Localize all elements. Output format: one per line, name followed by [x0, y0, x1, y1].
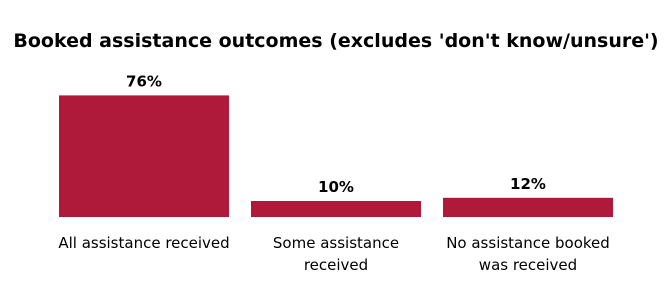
x-tick-label: All assistance received	[58, 234, 230, 252]
value-label: 76%	[126, 72, 162, 90]
bar	[59, 95, 229, 217]
x-tick-label: No assistance booked was received	[446, 234, 610, 274]
value-label: 10%	[318, 178, 354, 196]
bar	[251, 201, 421, 217]
x-tick-label: Some assistance received	[272, 234, 400, 274]
value-label: 12%	[510, 175, 546, 193]
chart-title: Booked assistance outcomes (excludes 'do…	[13, 30, 659, 52]
bar	[443, 197, 613, 217]
